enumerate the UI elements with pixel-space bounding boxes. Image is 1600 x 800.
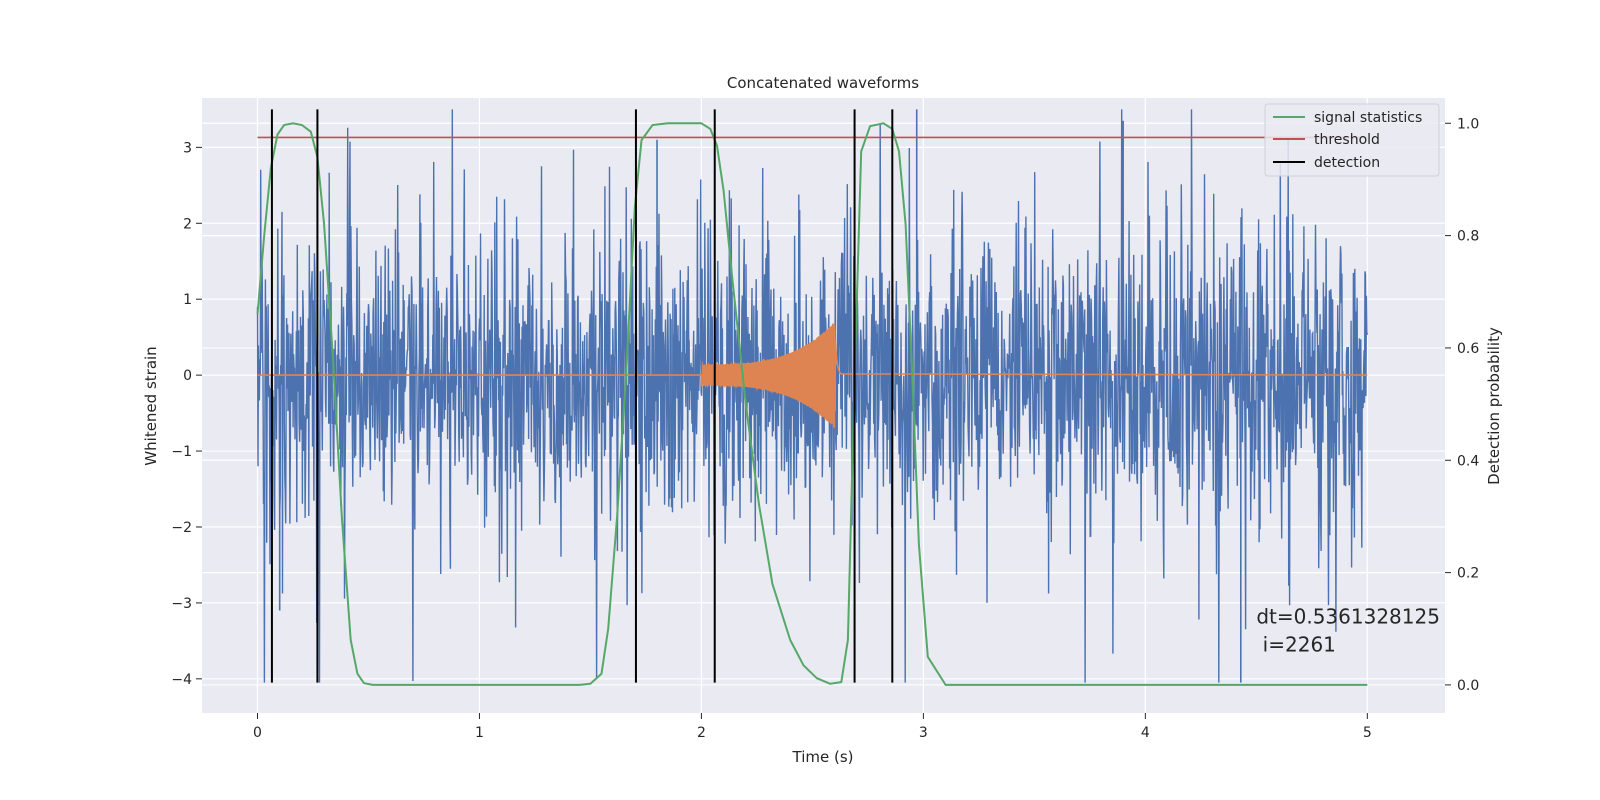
legend-entry-detection: detection [1273, 155, 1380, 171]
x-axis-label: Time (s) [792, 748, 854, 766]
annotation-index: i=2261 [1256, 633, 1336, 657]
legend-entry-threshold: threshold [1273, 132, 1380, 148]
legend-label-detection: detection [1314, 155, 1380, 171]
y-right-tick-label: 0.4 [1457, 453, 1479, 469]
y-right-tick-label: 0.6 [1457, 341, 1479, 357]
y-left-tick-label: −3 [171, 596, 192, 612]
legend-entry-signal-statistics: signal statistics [1273, 110, 1422, 126]
x-tick-label: 5 [1363, 725, 1372, 741]
y-right-tick-label: 0.0 [1457, 678, 1479, 694]
y-left-tick-label: 1 [183, 292, 192, 308]
chart-title: Concatenated waveforms [727, 74, 919, 92]
ticks: 0 1 2 3 4 5 −4 −3 −2 −1 0 1 2 3 0.0 0.2 0.4 0.6 0.8 1.0 [171, 116, 1479, 741]
y-right-tick-label: 0.8 [1457, 229, 1479, 245]
y-left-tick-label: −4 [171, 672, 192, 688]
x-tick-label: 1 [475, 725, 484, 741]
y-left-tick-label: 2 [183, 216, 192, 232]
legend-label-signal-statistics: signal statistics [1314, 110, 1422, 126]
y-axis-left-label: Whitened strain [142, 346, 160, 465]
y-axis-right-label: Detection probability [1485, 327, 1503, 485]
x-tick-label: 0 [253, 725, 262, 741]
x-tick-label: 3 [919, 725, 928, 741]
annotation-dt: dt=0.5361328125 [1256, 605, 1440, 629]
signal-statistics-line [256, 122, 1368, 686]
x-tick-label: 4 [1141, 725, 1150, 741]
y-right-tick-label: 1.0 [1457, 116, 1479, 132]
y-left-tick-label: −2 [171, 520, 192, 536]
series-layer [256, 109, 1368, 686]
legend: signal statistics threshold detection [1264, 103, 1440, 177]
y-left-tick-label: 0 [183, 368, 192, 384]
annotation: dt=0.5361328125 i=2261 [1256, 605, 1440, 657]
y-left-tick-label: −1 [171, 444, 192, 460]
y-right-tick-label: 0.2 [1457, 566, 1479, 582]
y-left-tick-label: 3 [183, 140, 192, 156]
x-tick-label: 2 [697, 725, 706, 741]
legend-label-threshold: threshold [1314, 132, 1380, 148]
injected-signal-line [257, 323, 1368, 428]
legend-box [1264, 103, 1440, 177]
